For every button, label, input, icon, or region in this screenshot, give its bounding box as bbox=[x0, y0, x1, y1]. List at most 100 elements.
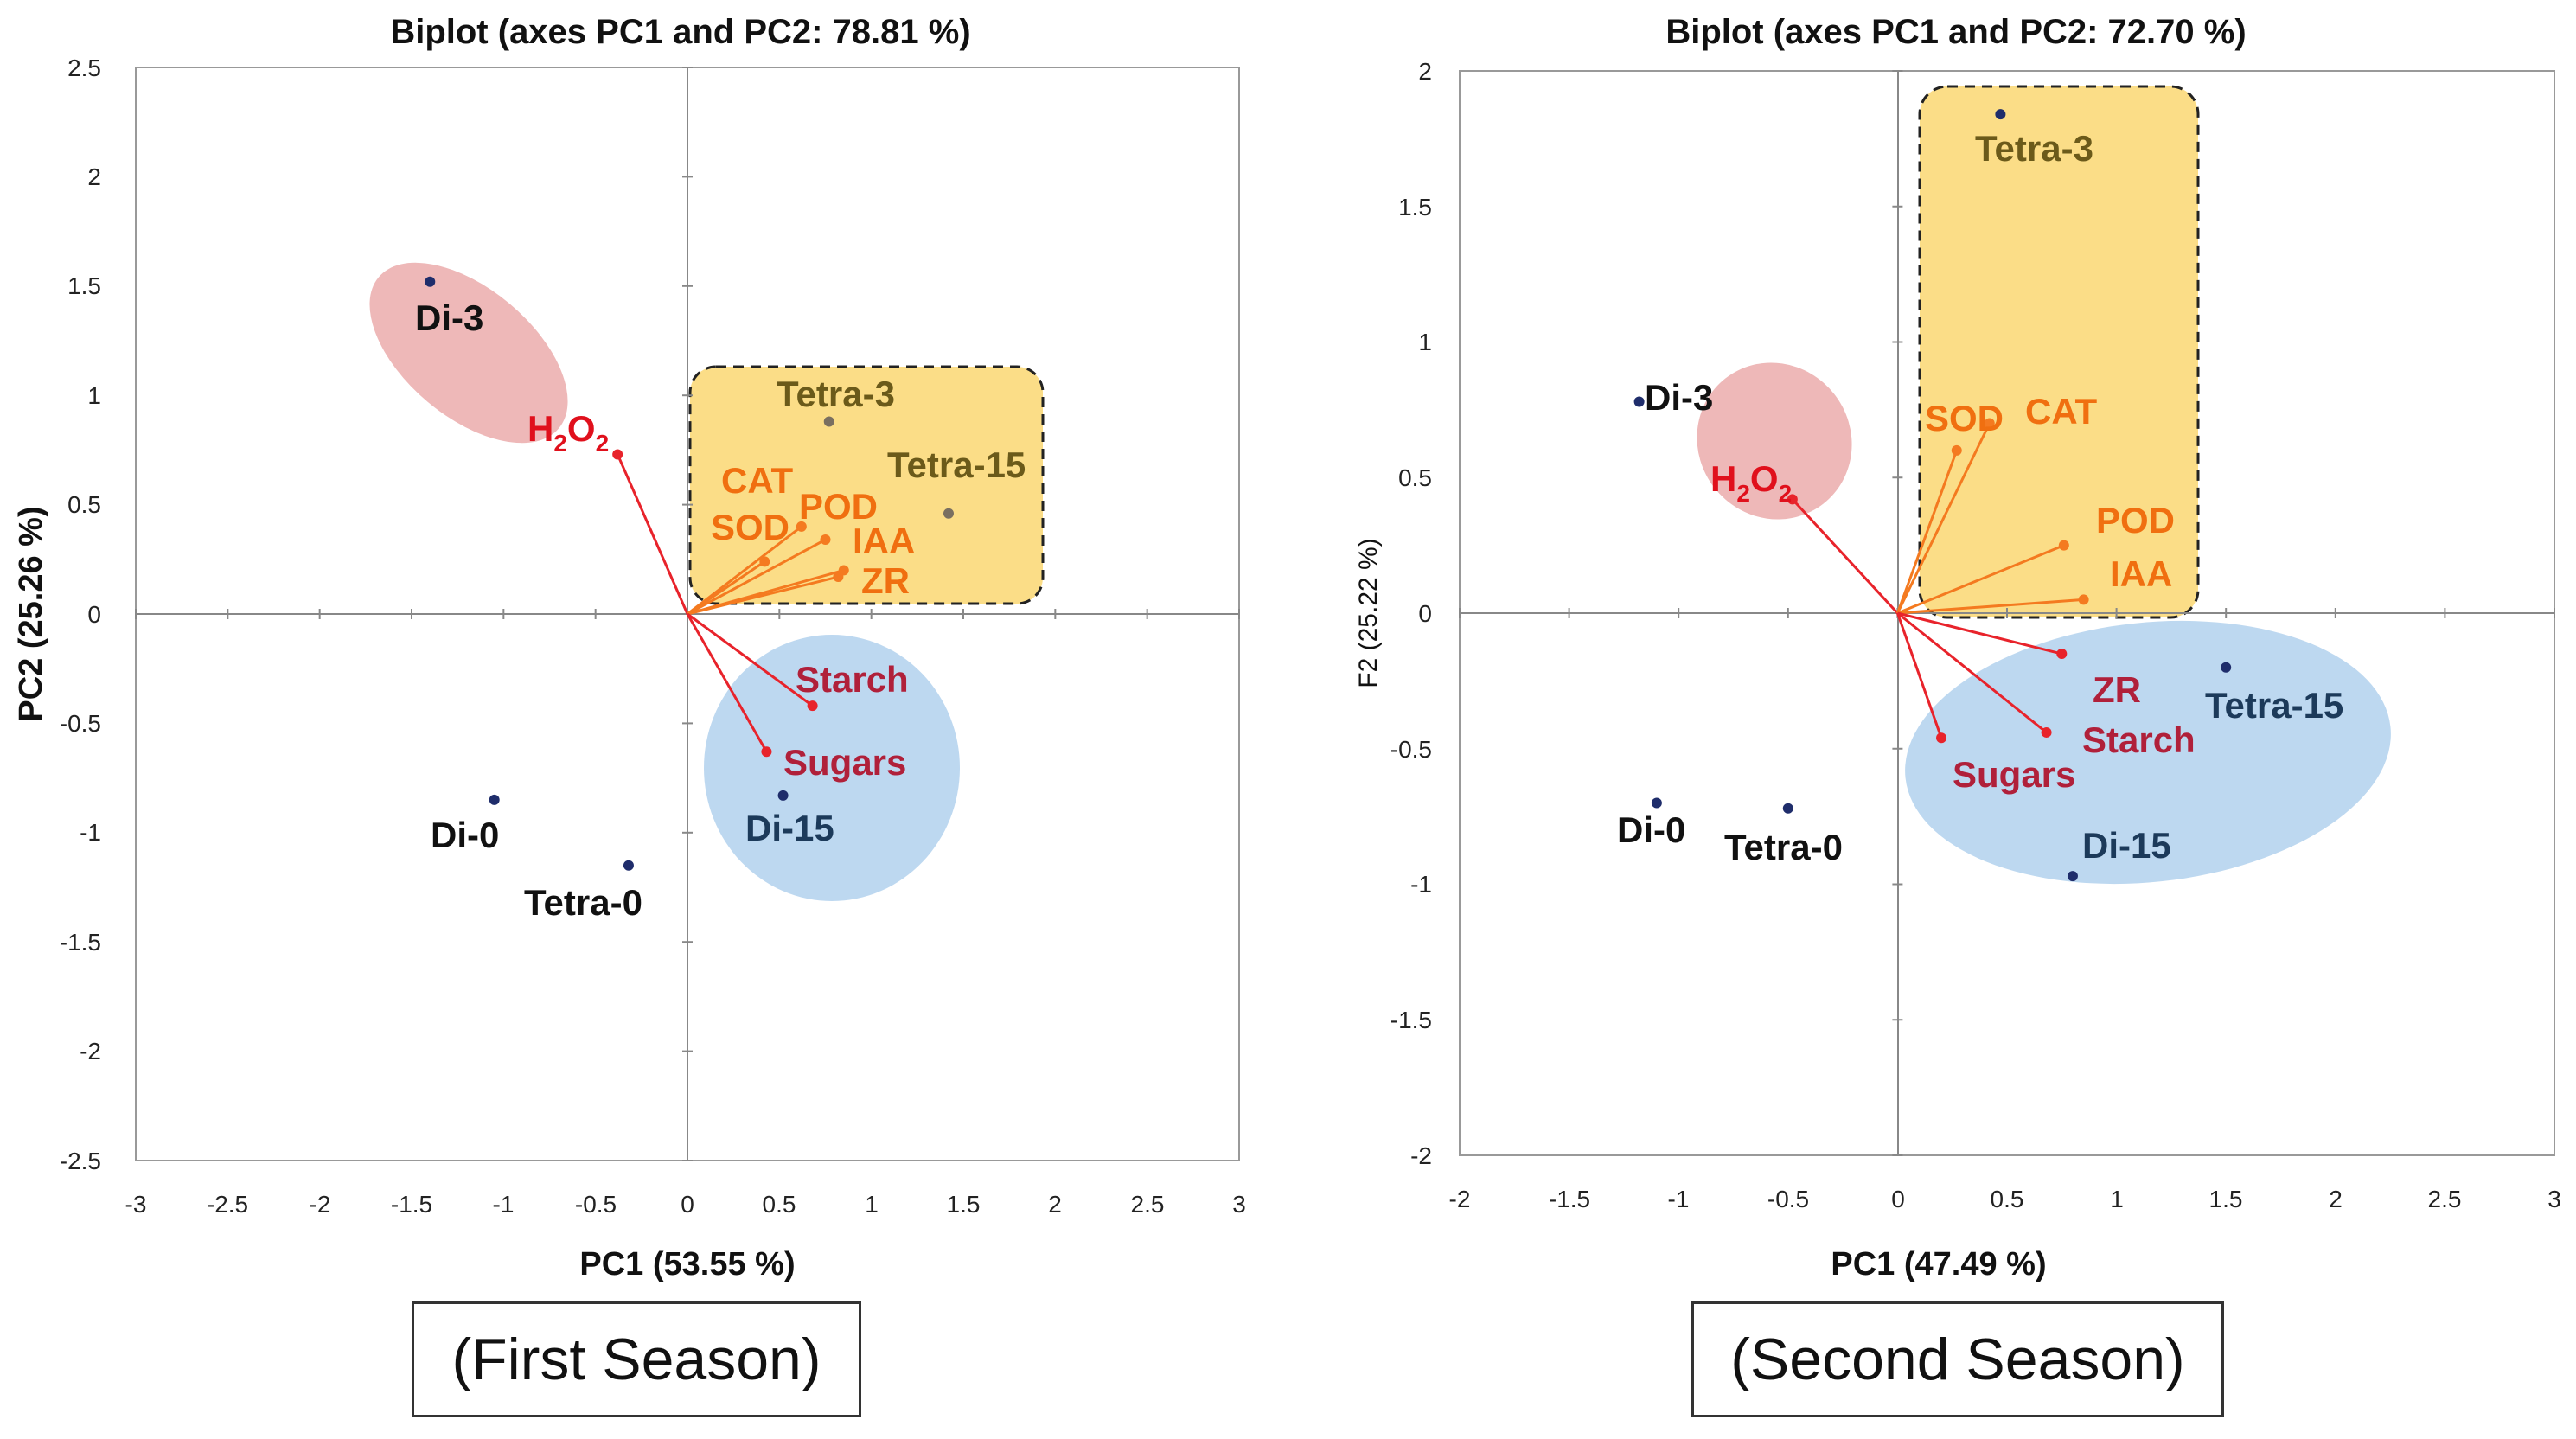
var-label-starch: Starch bbox=[796, 659, 909, 700]
x-axis-title: PC1 (53.55 %) bbox=[579, 1246, 795, 1282]
y-tick-label: 1 bbox=[87, 382, 101, 409]
x-axis-title: PC1 (47.49 %) bbox=[1831, 1246, 2046, 1282]
obs-label-tetra-3: Tetra-3 bbox=[1975, 128, 2093, 169]
y-tick-label: -1.5 bbox=[60, 929, 101, 956]
vector-end-sugars bbox=[761, 746, 772, 758]
x-tick-label: 2.5 bbox=[2428, 1186, 2462, 1212]
obs-point-di-3 bbox=[425, 276, 436, 287]
vector-end-sugars bbox=[1936, 732, 1947, 744]
y-axis-title: F2 (25.22 %) bbox=[1354, 538, 1383, 688]
obs-label-tetra-15: Tetra-15 bbox=[887, 444, 1026, 485]
var-label-h2o2-subscript: 2 bbox=[596, 430, 610, 457]
y-tick-label: 0 bbox=[87, 601, 101, 628]
pink-group-ellipse bbox=[369, 262, 568, 444]
vector-sugars bbox=[1895, 612, 1943, 739]
var-label-sod: SOD bbox=[1925, 398, 2004, 438]
var-label-starch: Starch bbox=[2082, 720, 2196, 760]
obs-point-tetra-0 bbox=[623, 860, 634, 871]
x-tick-labels: -2 -1.5 -1 -0.5 0 0.5 1 1.5 2 2.5 3 bbox=[1449, 1186, 2561, 1212]
vector-cat bbox=[687, 525, 802, 616]
y-tick-label: -0.5 bbox=[1390, 736, 1432, 763]
variable-labels: H2O2 SOD CAT POD IAA ZR Starch Sugars bbox=[1710, 391, 2196, 795]
x-tick-label: 0 bbox=[1891, 1186, 1905, 1212]
vector-pod bbox=[1896, 544, 2065, 615]
x-tick-label: 2.5 bbox=[1131, 1191, 1165, 1218]
var-label-cat: CAT bbox=[2025, 391, 2098, 432]
vector-end-starch bbox=[2041, 726, 2052, 738]
obs-point-tetra-15 bbox=[2221, 662, 2232, 673]
y-tick-label: -2 bbox=[80, 1038, 101, 1065]
blue-group-ellipse bbox=[704, 635, 960, 901]
y-tick-label: -1 bbox=[1410, 871, 1432, 898]
obs-label-di-15: Di-15 bbox=[745, 808, 834, 848]
obs-point-di-0 bbox=[489, 794, 500, 805]
x-tick-label: 1 bbox=[865, 1191, 879, 1218]
y-tick-label: -1.5 bbox=[1390, 1007, 1432, 1033]
x-tick-label: 0.5 bbox=[763, 1191, 796, 1218]
var-label-h2o2: H2O2 bbox=[527, 408, 609, 457]
y-tick-label: -2.5 bbox=[60, 1148, 101, 1174]
observation-points bbox=[1633, 109, 2232, 882]
var-label-h2o2: H2O2 bbox=[1710, 458, 1792, 507]
obs-point-tetra-0 bbox=[1782, 803, 1793, 814]
variable-vectors bbox=[1787, 418, 2089, 744]
y-tick-label: 2.5 bbox=[67, 54, 101, 81]
caption-second-season: (Second Season) bbox=[1691, 1301, 2224, 1417]
obs-point-di-15 bbox=[2067, 871, 2078, 882]
vector-sugars bbox=[686, 613, 768, 753]
variable-labels: H2O2 CAT POD SOD IAA ZR Starch Sugars bbox=[527, 408, 915, 783]
x-tick-labels: -3 -2.5 -2 -1.5 -1 -0.5 0 0.5 1 1.5 2 2.… bbox=[125, 1191, 1246, 1218]
vector-pod bbox=[687, 538, 827, 616]
var-label-h2o2-subscript: 2 bbox=[553, 430, 567, 457]
x-tick-label: -1.5 bbox=[391, 1191, 432, 1218]
obs-point-tetra-3 bbox=[823, 416, 834, 427]
vector-end-pod bbox=[820, 534, 831, 546]
blue-group-ellipse bbox=[1905, 620, 2391, 885]
chart-title: Biplot (axes PC1 and PC2: 72.70 %) bbox=[1665, 13, 2246, 51]
vector-end-sod bbox=[759, 556, 770, 567]
obs-label-di-0: Di-0 bbox=[431, 815, 499, 855]
var-label-sugars: Sugars bbox=[1953, 754, 2075, 795]
y-tick-label: 2 bbox=[87, 163, 101, 190]
var-label-iaa: IAA bbox=[853, 521, 915, 561]
x-tick-label: -1 bbox=[493, 1191, 515, 1218]
var-label-h2o2-part: H bbox=[1710, 458, 1736, 499]
vector-end-h2o2 bbox=[1787, 494, 1798, 505]
x-tick-label: 2 bbox=[1048, 1191, 1062, 1218]
obs-point-tetra-15 bbox=[943, 508, 954, 519]
obs-point-di-3 bbox=[1633, 396, 1645, 407]
x-tick-label: 0.5 bbox=[1991, 1186, 2024, 1212]
y-tick-label: 1 bbox=[1418, 329, 1432, 355]
y-tick-label: 0.5 bbox=[1398, 464, 1432, 491]
x-tick-label: 0 bbox=[681, 1191, 694, 1218]
chart-first-season: Biplot (axes PC1 and PC2: 78.81 %) -3 -2… bbox=[13, 13, 1246, 1282]
var-label-h2o2-subscript: 2 bbox=[1736, 480, 1750, 507]
var-label-iaa: IAA bbox=[2110, 553, 2172, 594]
observation-labels: Tetra-3 Di-3 Tetra-15 Di-0 Tetra-0 Di-15 bbox=[1617, 128, 2343, 867]
x-tick-label: 3 bbox=[1232, 1191, 1246, 1218]
vector-end-cat bbox=[1984, 418, 1995, 429]
vector-h2o2 bbox=[1791, 498, 1899, 615]
x-tick-label: -0.5 bbox=[1767, 1186, 1809, 1212]
observation-points bbox=[425, 276, 954, 871]
vector-cat bbox=[1896, 422, 1991, 614]
y-tick-label: 0.5 bbox=[67, 491, 101, 518]
vector-starch bbox=[687, 612, 814, 707]
obs-label-di-3: Di-3 bbox=[415, 297, 483, 338]
obs-point-di-0 bbox=[1651, 797, 1662, 809]
observation-labels: Di-3 Tetra-3 Tetra-15 Di-0 Tetra-0 Di-15 bbox=[415, 297, 1026, 923]
vector-end-zr bbox=[833, 572, 844, 583]
var-label-h2o2-part: H bbox=[527, 408, 553, 449]
var-label-sod: SOD bbox=[711, 507, 789, 547]
vector-zr bbox=[687, 575, 839, 616]
x-tick-label: -1 bbox=[1668, 1186, 1690, 1212]
obs-point-tetra-3 bbox=[1995, 109, 2006, 120]
obs-label-tetra-0: Tetra-0 bbox=[524, 882, 642, 923]
y-tick-label: 1.5 bbox=[1398, 194, 1432, 221]
variable-vectors bbox=[612, 449, 849, 758]
vector-end-sod bbox=[1951, 444, 1962, 456]
x-tick-label: -2.5 bbox=[207, 1191, 248, 1218]
var-label-zr: ZR bbox=[861, 560, 910, 601]
vector-sod bbox=[1895, 450, 1959, 614]
x-tick-label: 1.5 bbox=[947, 1191, 981, 1218]
